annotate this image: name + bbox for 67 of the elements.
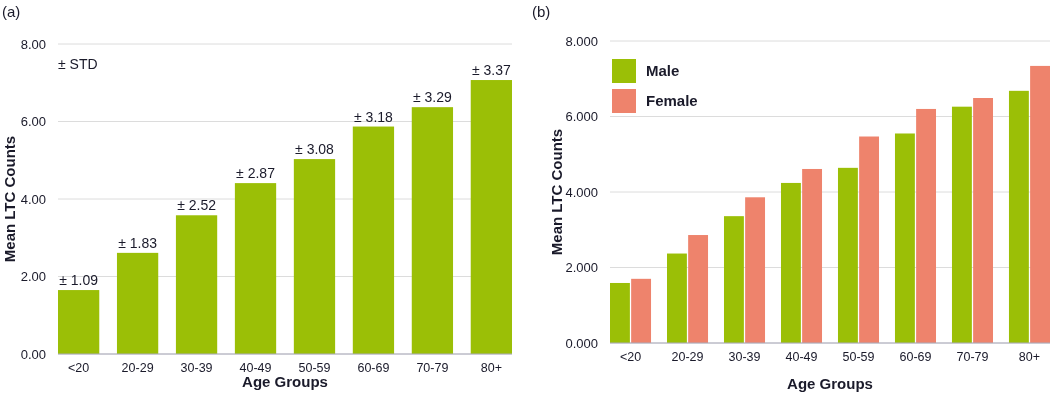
bar [802, 168, 823, 343]
x-tick-label: 50-59 [842, 349, 875, 364]
x-tick-label: 60-69 [357, 360, 390, 375]
x-axis-title: Age Groups [242, 373, 328, 390]
bar [723, 216, 744, 343]
legend-label: Male [646, 62, 680, 79]
annotation: ± STD [58, 56, 98, 72]
y-tick-label: 0.00 [20, 346, 46, 362]
y-tick-label: 8.00 [20, 36, 46, 52]
chart-title: (a) [2, 3, 21, 20]
bar [688, 235, 709, 343]
y-tick-label: 6.000 [565, 109, 598, 125]
bar [58, 290, 100, 354]
bar [666, 253, 687, 343]
bar [745, 197, 766, 343]
bar [916, 108, 937, 343]
annotation: ± 3.29 [412, 89, 453, 106]
x-tick-label: <20 [619, 349, 642, 364]
bar [352, 126, 395, 354]
y-tick-label: 2.000 [565, 260, 598, 276]
annotation: ± 3.37 [471, 62, 511, 79]
y-tick-label: 6.00 [20, 114, 46, 130]
x-tick-label: 20-29 [671, 349, 704, 364]
x-tick-label: 70-79 [416, 360, 449, 375]
legend-label: Female [646, 92, 698, 109]
annotation: ± 3.08 [295, 141, 335, 158]
bar [293, 159, 336, 354]
annotation: ± 2.87 [236, 165, 276, 182]
x-tick-label: 30-39 [180, 360, 213, 375]
y-tick-label: 8.000 [565, 33, 598, 49]
y-tick-label: 2.00 [20, 269, 46, 285]
annotation: ± 2.52 [177, 197, 217, 214]
y-tick-label: 4.00 [20, 191, 46, 207]
bar [894, 133, 915, 343]
bar [631, 278, 652, 343]
y-axis-title: Mean LTC Counts [1, 135, 18, 263]
bar [837, 167, 858, 343]
chart-title: (b) [532, 3, 551, 20]
bar [411, 107, 454, 354]
bar [116, 252, 159, 354]
bar [470, 80, 512, 354]
y-axis-title: Mean LTC Counts [548, 128, 565, 256]
bar [175, 215, 218, 354]
bar [780, 182, 801, 343]
annotation: ± 1.83 [118, 234, 158, 251]
x-tick-label: 40-49 [785, 349, 818, 364]
x-axis-title: Age Groups [787, 375, 873, 392]
bar [610, 282, 630, 343]
x-tick-label: 80+ [1018, 349, 1041, 364]
x-tick-label: 80+ [480, 360, 502, 375]
bar [951, 106, 972, 343]
bar [1008, 90, 1029, 343]
bar [973, 98, 994, 343]
bar [234, 183, 277, 354]
x-tick-label: 30-39 [728, 349, 761, 364]
x-tick-label: 20-29 [121, 360, 154, 375]
x-tick-label: 40-49 [239, 360, 272, 375]
y-tick-label: 4.000 [565, 184, 598, 200]
bar [859, 136, 880, 343]
x-tick-label: 60-69 [899, 349, 932, 364]
x-tick-label: 70-79 [956, 349, 989, 364]
annotation: ± 3.18 [354, 108, 394, 125]
y-tick-label: 0.000 [565, 335, 598, 351]
x-tick-label: 50-59 [298, 360, 331, 375]
annotation: ± 1.09 [59, 272, 99, 289]
x-tick-label: <20 [68, 360, 90, 375]
bar [1030, 65, 1050, 343]
